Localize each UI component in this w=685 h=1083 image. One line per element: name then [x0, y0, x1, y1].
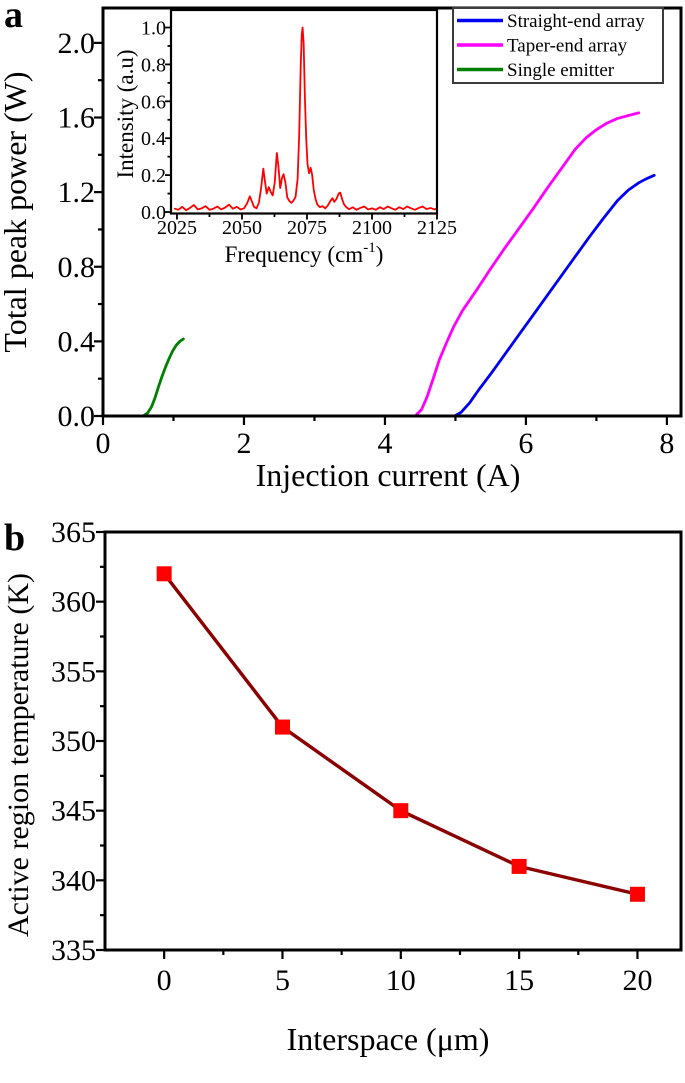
y-tick-label: 0.4	[58, 325, 96, 358]
x-tick-label: 2025	[157, 217, 197, 239]
y-tick-label: 1.2	[58, 176, 96, 209]
legend: Straight-end array Taper-end array Singl…	[452, 7, 664, 84]
panel-b-x-axis-title: Interspace (μm)	[287, 1021, 490, 1057]
legend-label-straight-end: Straight-end array	[507, 11, 645, 32]
data-point-marker	[511, 858, 527, 874]
inset-y-axis-title: Intensity (a.u)	[113, 49, 138, 178]
y-tick-label: 0.2	[141, 165, 166, 187]
y-tick-label: 355	[51, 655, 96, 688]
axes-frame	[101, 6, 683, 418]
y-tick-label: 340	[51, 864, 96, 897]
axes-frame	[103, 530, 683, 952]
data-point-marker	[629, 886, 645, 902]
y-tick-label: 1.0	[141, 18, 166, 40]
y-tick-label: 0.0	[141, 202, 166, 224]
y-tick-label: 0.0	[58, 400, 96, 433]
panel-a-chart: 0 2 4 6 8 0.0 0.4 0.8 1.2 1.6 2.0	[58, 6, 683, 460]
y-tick-label: 345	[51, 795, 96, 828]
panel-a-letter: a	[4, 0, 23, 36]
data-point-marker	[156, 566, 172, 582]
x-tick-label: 0	[96, 427, 111, 460]
y-tick-label: 0.8	[58, 251, 96, 284]
x-tick-label: 8	[659, 427, 674, 460]
y-tick-label: 1.6	[58, 102, 96, 135]
series-line-straight-end-array	[101, 173, 656, 418]
inset-x-axis-title: Frequency (cm-1)	[225, 240, 384, 267]
data-point-marker	[274, 719, 290, 735]
series-line-active-region-temperature	[162, 572, 640, 896]
y-tick-label: 365	[51, 516, 96, 549]
x-tick-label: 20	[622, 964, 652, 997]
legend-label-single-emitter: Single emitter	[507, 60, 615, 81]
panel-b-chart: 0 5 10 15 20 335 340 345 350 355 360 365	[51, 516, 683, 997]
panel-b-letter: b	[4, 517, 25, 559]
spectrum-inset-chart: 2025 2050 2075 2100 2125 0.0 0.2 0.4 0.6 0.8 1.0	[141, 8, 457, 239]
legend-label-taper-end: Taper-end array	[507, 36, 628, 57]
y-tick-label: 360	[51, 586, 96, 619]
x-tick-label: 2125	[417, 217, 457, 239]
x-tick-label: 2075	[287, 217, 327, 239]
x-tick-label: 15	[504, 964, 534, 997]
series-line-single-emitter	[101, 337, 185, 418]
x-tick-label: 2050	[222, 217, 262, 239]
series-line-taper-end-array	[101, 111, 641, 418]
y-tick-label: 0.6	[141, 91, 166, 113]
y-tick-label: 350	[51, 725, 96, 758]
series-line-emission-spectrum	[173, 26, 438, 212]
y-tick-label: 0.4	[141, 128, 166, 150]
axes-frame	[169, 8, 439, 215]
panel-b-y-axis-title: Active region temperature (K)	[2, 573, 35, 937]
x-tick-label: 4	[377, 427, 392, 460]
x-tick-label: 2100	[352, 217, 392, 239]
panel-a-x-axis-title: Injection current (A)	[256, 457, 521, 493]
x-tick-label: 6	[518, 427, 533, 460]
y-tick-label: 2.0	[58, 27, 96, 60]
x-tick-label: 0	[157, 964, 172, 997]
y-tick-label: 0.8	[141, 54, 166, 76]
panel-a-y-axis-title: Total peak power (W)	[0, 71, 33, 352]
data-point-marker	[393, 803, 409, 819]
y-tick-label: 335	[51, 934, 96, 967]
x-tick-label: 5	[275, 964, 290, 997]
x-tick-label: 10	[386, 964, 416, 997]
x-tick-label: 2	[236, 427, 251, 460]
